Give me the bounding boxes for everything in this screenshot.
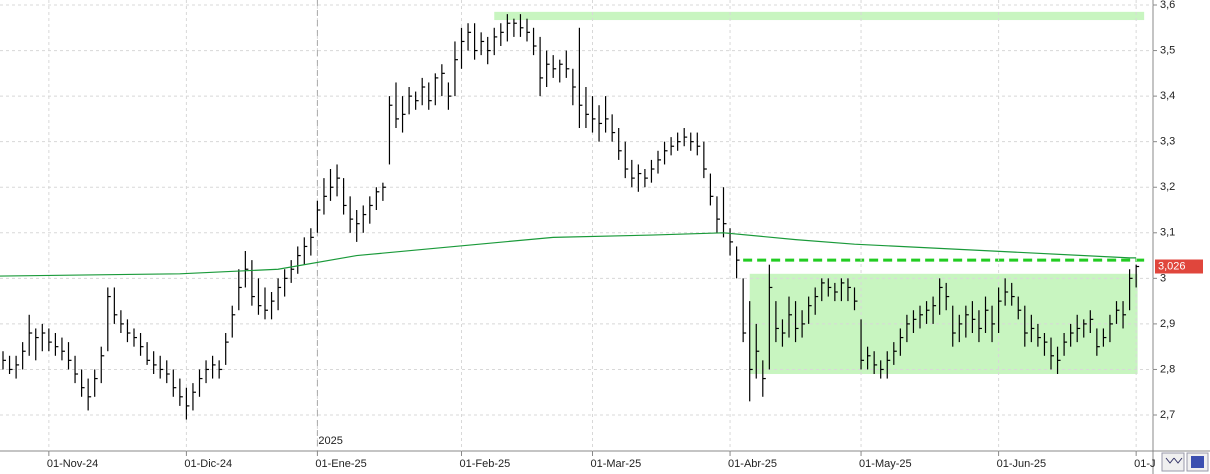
x-tick-label: 01-Dic-24 bbox=[184, 458, 232, 470]
x-tick-label: 01-Abr-25 bbox=[728, 458, 777, 470]
y-tick-label: 3,3 bbox=[1160, 136, 1175, 148]
last-price-box bbox=[1155, 259, 1203, 274]
y-tick-label: 3 bbox=[1160, 272, 1166, 284]
x-tick-label: 01-Ene-25 bbox=[315, 458, 366, 470]
x-tick-label: 01-J bbox=[1134, 458, 1155, 470]
y-tick-label: 3,6 bbox=[1160, 0, 1175, 11]
zoom-button[interactable] bbox=[1161, 452, 1185, 472]
moving-average bbox=[0, 232, 1137, 277]
x-tick-label: 01-Feb-25 bbox=[460, 458, 511, 470]
year-marker-label: 2025 bbox=[318, 435, 342, 447]
zoom-icon bbox=[1165, 457, 1183, 464]
save-icon bbox=[1191, 456, 1204, 468]
y-tick-label: 2,7 bbox=[1160, 409, 1175, 421]
y-tick-label: 3,5 bbox=[1160, 44, 1175, 56]
y-tick-label: 3,2 bbox=[1160, 181, 1175, 193]
y-tick-label: 3,1 bbox=[1160, 227, 1175, 239]
x-tick-label: 01-Mar-25 bbox=[591, 458, 642, 470]
y-tick-label: 2,9 bbox=[1160, 318, 1175, 330]
y-tick-label: 2,8 bbox=[1160, 363, 1175, 375]
x-tick-label: 01-Nov-24 bbox=[47, 458, 98, 470]
zone-band bbox=[494, 11, 1145, 21]
y-tick-label: 3,4 bbox=[1160, 90, 1175, 102]
x-tick-label: 01-Jun-25 bbox=[997, 458, 1047, 470]
x-tick-label: 01-May-25 bbox=[859, 458, 912, 470]
last-price-label: 3,026 bbox=[1158, 260, 1186, 272]
